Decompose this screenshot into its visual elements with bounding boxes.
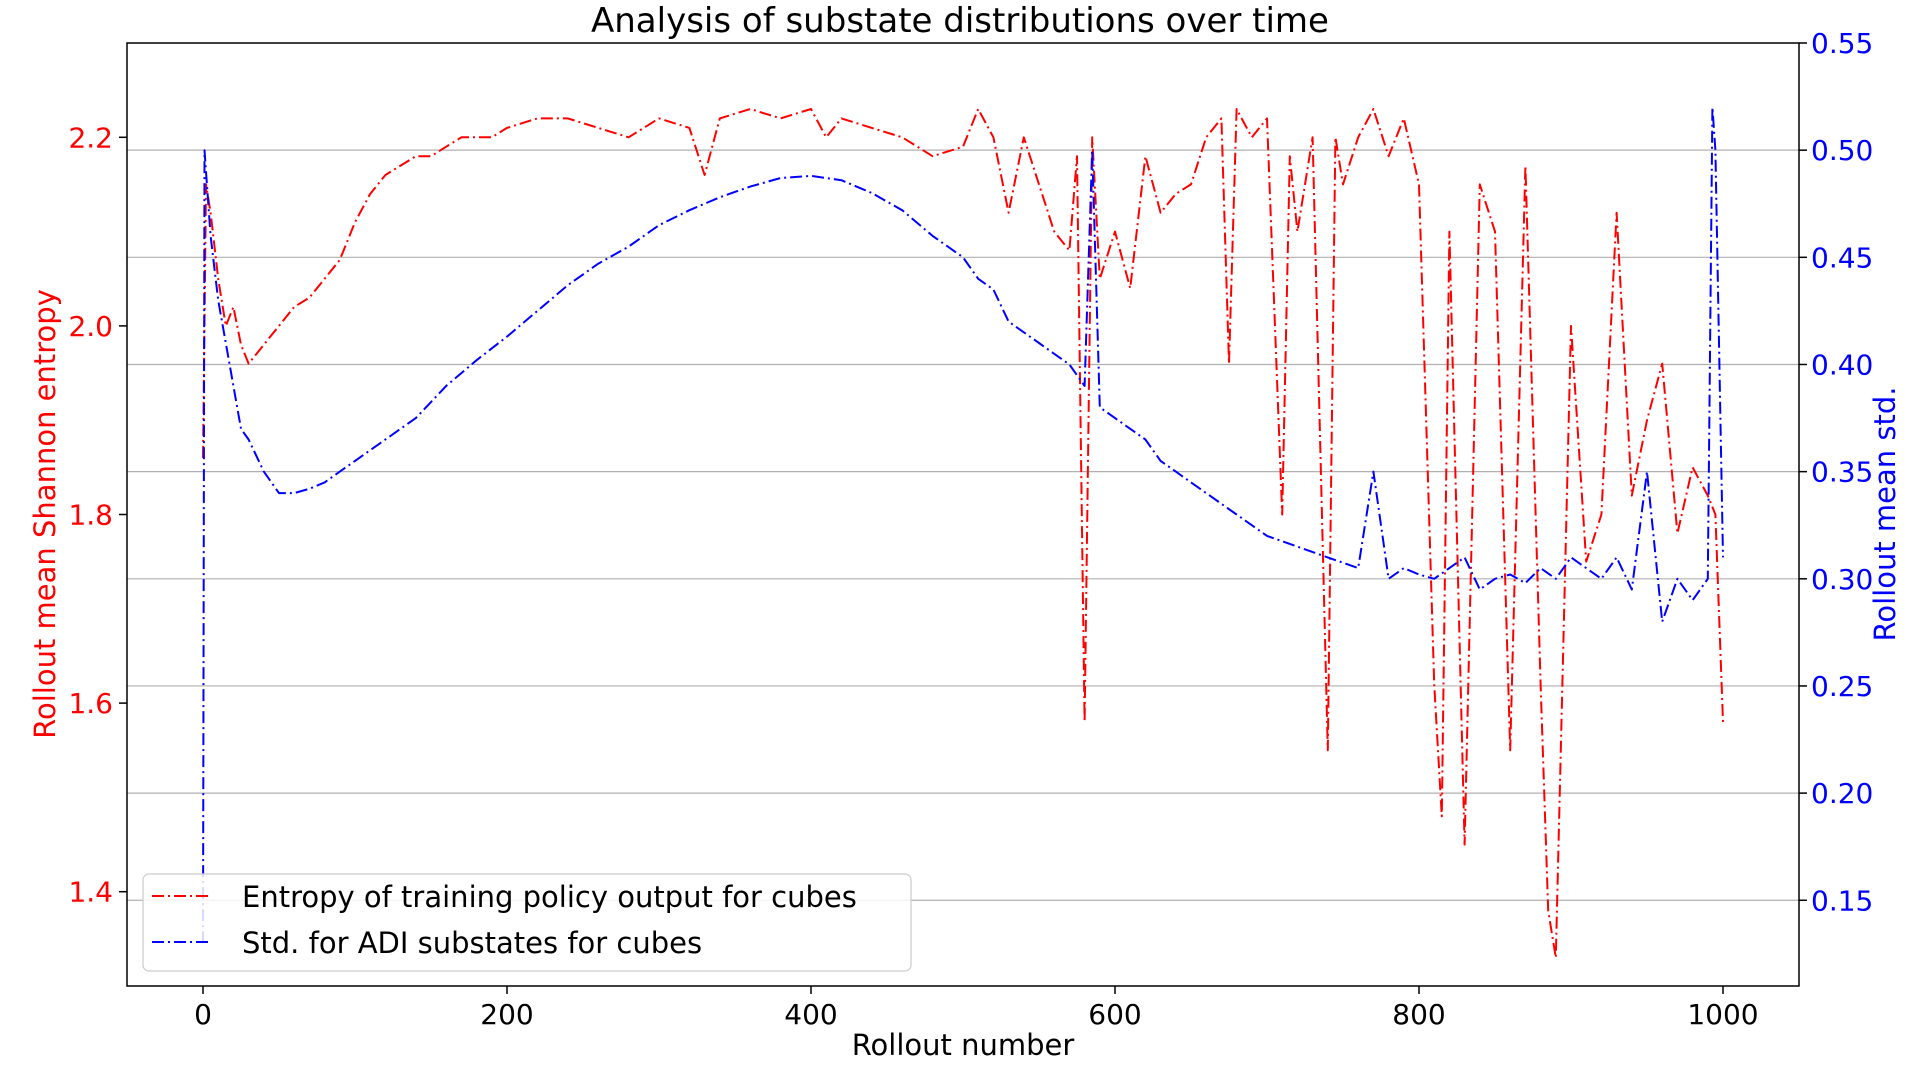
right-tick-label: 0.30	[1811, 563, 1873, 596]
x-tick-label: 600	[1088, 998, 1141, 1031]
x-tick-label: 400	[784, 998, 837, 1031]
legend-label-std: Std. for ADI substates for cubes	[242, 926, 702, 960]
right-tick-label: 0.25	[1811, 670, 1873, 703]
chart-title: Analysis of substate distributions over …	[591, 1, 1329, 41]
x-axis-ticks: 0 200 400 600 800 1000	[194, 986, 1759, 1031]
x-tick-label: 800	[1392, 998, 1445, 1031]
right-tick-label: 0.15	[1811, 884, 1873, 917]
right-axis-label: Rollout mean std.	[1868, 387, 1902, 642]
legend-label-entropy: Entropy of training policy output for cu…	[242, 880, 857, 914]
right-axis-ticks: 0.15 0.20 0.25 0.30 0.35 0.40 0.45 0.50 0.55	[1799, 27, 1873, 917]
right-tick-label: 0.40	[1811, 348, 1873, 381]
right-tick-label: 0.50	[1811, 134, 1873, 167]
left-tick-label: 2.0	[68, 310, 113, 343]
right-tick-label: 0.20	[1811, 777, 1873, 810]
grid-lines	[127, 149, 1799, 901]
legend-box	[142, 873, 912, 972]
x-tick-label: 0	[194, 998, 212, 1031]
series-line-std	[202, 106, 1724, 944]
right-tick-label: 0.35	[1811, 456, 1873, 489]
right-tick-label: 0.55	[1811, 27, 1873, 60]
legend: Entropy of training policy output for cu…	[142, 873, 912, 972]
left-tick-label: 2.2	[68, 121, 113, 154]
x-tick-label: 1000	[1687, 998, 1758, 1031]
x-tick-label: 200	[480, 998, 533, 1031]
series-line-entropy	[202, 108, 1724, 959]
series-layer	[202, 106, 1724, 959]
left-tick-label: 1.6	[68, 687, 113, 720]
left-axis-ticks: 1.4 1.6 1.8 2.0 2.2	[68, 121, 127, 909]
x-axis-label: Rollout number	[852, 1028, 1075, 1062]
plot-frame	[126, 42, 1800, 987]
left-axis-label: Rollout mean Shannon entropy	[28, 289, 62, 739]
right-tick-label: 0.45	[1811, 241, 1873, 274]
left-tick-label: 1.4	[68, 876, 113, 909]
left-tick-label: 1.8	[68, 499, 113, 532]
